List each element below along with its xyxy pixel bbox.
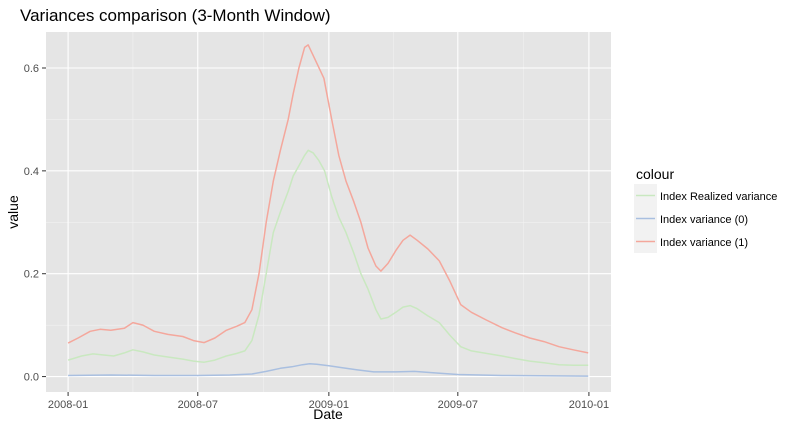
x-axis-ticks: 2008-01 2008-07 2009-01 2009-07 2010-01: [48, 392, 609, 411]
x-axis-label: Date: [313, 406, 343, 422]
x-tick-label: 2009-01: [309, 399, 349, 411]
x-tick-label: 2008-07: [178, 399, 218, 411]
y-tick-label: 0.2: [24, 269, 39, 281]
legend-entries: Index Realized variance Index variance (0…: [634, 184, 777, 253]
chart-title: Variances comparison (3-Month Window): [20, 6, 331, 25]
y-tick-label: 0.0: [24, 372, 39, 384]
legend-label: Index Realized variance: [660, 191, 777, 203]
series-lines: [67, 44, 589, 377]
series-line-2: [67, 44, 589, 354]
x-tick-label: 2010-01: [569, 399, 609, 411]
legend-label: Index variance (1): [660, 237, 748, 249]
series-line-0: [67, 149, 589, 367]
x-tick-label: 2009-07: [438, 399, 478, 411]
y-tick-label: 0.6: [24, 63, 39, 75]
legend-label: Index variance (0): [660, 214, 748, 226]
y-axis-ticks: 0.0 0.2 0.4 0.6: [24, 63, 46, 384]
x-tick-label: 2008-01: [48, 399, 88, 411]
series-line-1: [68, 362, 589, 377]
grid-lines: [46, 32, 611, 392]
legend-title: colour: [636, 166, 674, 182]
y-tick-label: 0.4: [24, 166, 39, 178]
legend: colour Index Realized variance Index vari…: [634, 166, 777, 253]
y-axis-label: value: [5, 195, 21, 229]
